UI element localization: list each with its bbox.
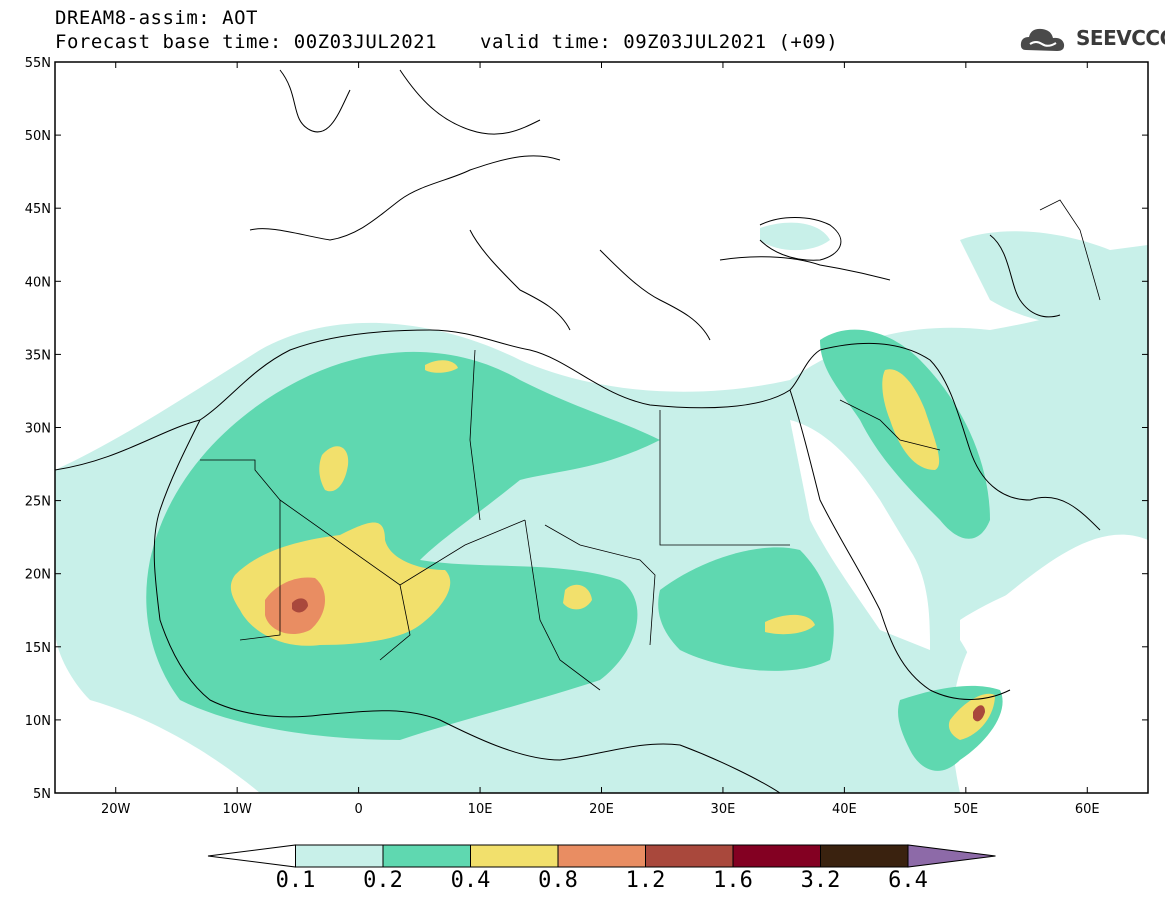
- colorbar-label: 0.8: [538, 868, 578, 893]
- lat-label: 50N: [25, 129, 51, 144]
- lon-label: 30E: [711, 802, 736, 817]
- colorbar-box: [732, 844, 821, 868]
- lon-label: 0: [354, 802, 362, 817]
- colorbar-label: 0.2: [363, 868, 403, 893]
- aot-band-0.1-blacksea: [760, 222, 830, 251]
- lat-label: 30N: [25, 422, 51, 437]
- latitude-axis: 55N 50N 45N 40N 35N 30N 25N 20N 15N 10N 5N: [25, 56, 1148, 802]
- colorbar: [207, 844, 996, 868]
- lat-label: 20N: [25, 568, 51, 583]
- map-title: DREAM8-assim: AOT: [55, 7, 258, 29]
- borders: [200, 199, 1101, 691]
- lat-label: 55N: [25, 56, 51, 71]
- aot-band-1.2: [292, 598, 308, 613]
- longitude-axis: 20W 10W 0 10E 20E 30E 40E 50E 60E: [101, 62, 1100, 817]
- lat-label: 10N: [25, 714, 51, 729]
- colorbar-box: [645, 844, 734, 868]
- aot-band-1.2-horn: [973, 705, 985, 722]
- aot-band-0.4-spot2: [563, 584, 592, 610]
- aot-band-0.4-iraq: [882, 369, 940, 470]
- aot-band-0.4-spot1: [319, 446, 349, 492]
- coastlines: [55, 69, 1101, 793]
- colorbar-box: [557, 844, 646, 868]
- colorbar-label: 0.4: [450, 868, 491, 893]
- colorbar-label: 0.1: [275, 868, 316, 893]
- colorbar-box: [820, 844, 909, 868]
- aot-band-0.4-horn: [948, 693, 995, 740]
- colorbar-label: 3.2: [800, 868, 841, 893]
- colorbar-box: [382, 844, 471, 868]
- colorbar-over-triangle: [907, 844, 996, 868]
- colorbar-label: 1.6: [713, 868, 753, 893]
- logo-text: SEEVCCC: [1076, 26, 1165, 50]
- colorbar-label: 6.4: [888, 868, 928, 893]
- colorbar-box: [470, 844, 559, 868]
- lat-label: 25N: [25, 495, 51, 510]
- aot-band-0.2-east: [658, 547, 834, 671]
- cloud-logo-icon: [1020, 28, 1065, 51]
- lat-label: 35N: [25, 348, 51, 363]
- lat-label: 40N: [25, 275, 51, 290]
- colorbar-under-triangle: [207, 844, 296, 868]
- lon-label: 60E: [1075, 802, 1100, 817]
- forecast-base-time: Forecast base time: 00Z03JUL2021: [55, 31, 438, 53]
- lon-label: 50E: [953, 802, 978, 817]
- lon-label: 10W: [222, 802, 252, 817]
- aot-band-0.4-spot3: [765, 614, 815, 635]
- lat-label: 45N: [25, 202, 51, 217]
- colorbar-label: 1.2: [625, 868, 666, 893]
- lon-label: 10E: [468, 802, 493, 817]
- aot-band-0.4-spot4: [425, 360, 458, 373]
- lon-label: 20W: [101, 802, 131, 817]
- aot-band-0.1-caspian: [960, 231, 1148, 330]
- colorbar-box: [295, 844, 384, 868]
- aot-field: [55, 222, 1148, 793]
- lat-label: 15N: [25, 641, 51, 656]
- lon-label: 20E: [589, 802, 614, 817]
- lon-label: 40E: [832, 802, 857, 817]
- lat-label: 5N: [33, 787, 51, 802]
- aot-band-0.2: [146, 351, 660, 740]
- valid-time: valid time: 09Z03JUL2021 (+09): [480, 31, 839, 53]
